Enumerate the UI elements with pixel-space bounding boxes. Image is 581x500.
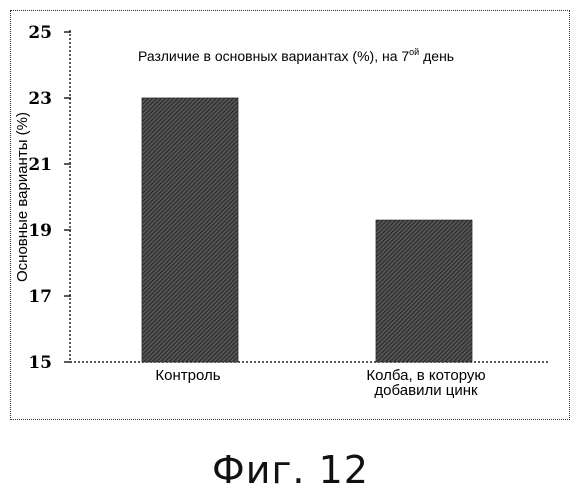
bar [376, 220, 472, 362]
figure-caption: Фиг. 12 [0, 448, 581, 492]
y-tick-label: 23 [28, 89, 52, 109]
y-tick-label: 25 [28, 23, 52, 43]
y-tick-label: 21 [28, 155, 52, 175]
y-tick-label: 19 [28, 221, 52, 241]
y-axis-label: Основные варианты (%) [14, 112, 31, 282]
bars [142, 98, 472, 362]
y-tick-label: 17 [28, 287, 52, 307]
y-tick-label: 15 [28, 353, 52, 373]
chart-title: Различие в основных вариантах (%), на 7о… [138, 47, 454, 64]
bar [142, 98, 238, 362]
bar-chart: 151719212325КонтрольКолба, в которуюдоба… [0, 0, 581, 440]
axes [64, 30, 548, 362]
x-category-label: добавили цинк [374, 382, 478, 399]
x-category-label: Контроль [155, 367, 220, 384]
